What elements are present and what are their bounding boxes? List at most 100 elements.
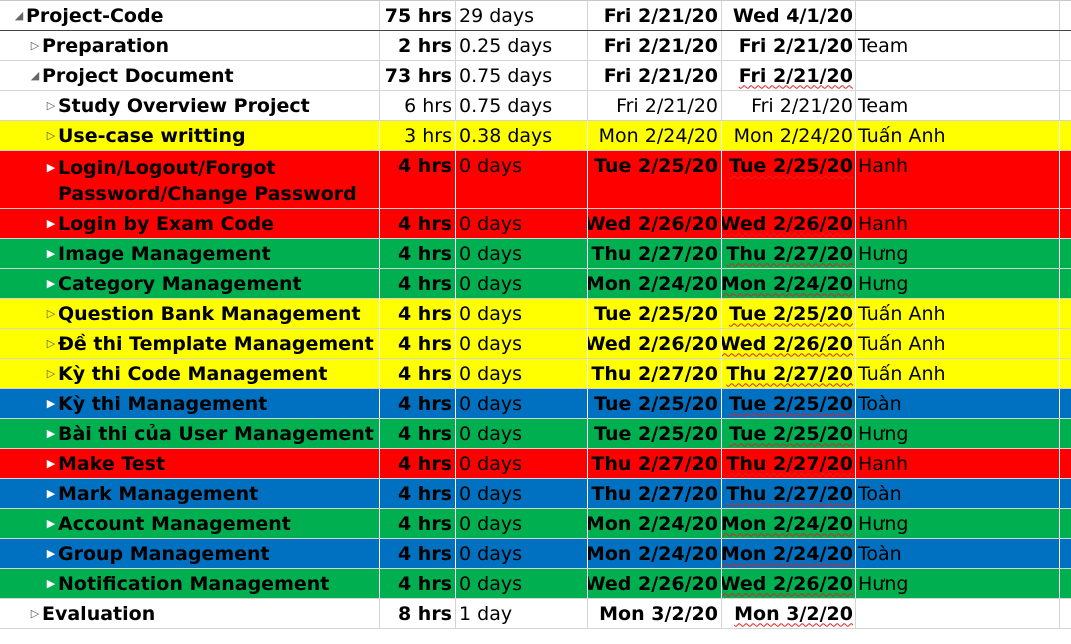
start-cell[interactable]: Mon 3/2/20 (588, 599, 722, 628)
work-cell[interactable]: 73 hrs (380, 61, 456, 90)
finish-cell[interactable]: Wed 2/26/20 (722, 209, 856, 238)
work-cell[interactable]: 4 hrs (380, 269, 456, 298)
task-row[interactable]: ▷ Preparation 2 hrs 0.25 days Fri 2/21/20 Fri… (0, 31, 1071, 61)
work-cell[interactable]: 4 hrs (380, 449, 456, 478)
task-name-cell[interactable]: ▷ Đề thi Template Management (0, 329, 380, 358)
finish-cell[interactable]: Mon 2/24/20 (722, 509, 856, 538)
task-row[interactable]: ▷ Question Bank Management 4 hrs 0 days Tue … (0, 299, 1071, 329)
start-cell[interactable]: Mon 2/24/20 (588, 269, 722, 298)
resource-cell[interactable]: Tuấn Anh (856, 121, 1060, 150)
start-cell[interactable]: Wed 2/26/20 (588, 329, 722, 358)
duration-cell[interactable]: 0 days (456, 479, 588, 508)
finish-cell[interactable]: Fri 2/21/20 (722, 61, 856, 90)
expand-triangle-icon[interactable]: ▶ (46, 576, 56, 590)
resource-cell[interactable]: Hưng (856, 239, 1060, 268)
work-cell[interactable]: 8 hrs (380, 599, 456, 628)
work-cell[interactable]: 4 hrs (380, 479, 456, 508)
expand-triangle-icon[interactable]: ▶ (46, 396, 56, 410)
start-cell[interactable]: Wed 2/26/20 (588, 209, 722, 238)
task-row[interactable]: ▶ Category Management 4 hrs 0 days Mon 2/24/… (0, 269, 1071, 299)
expand-triangle-icon[interactable]: ▷ (46, 336, 56, 350)
task-row[interactable]: ▶ Login/Logout/Forgot Password/Change Pas… (0, 151, 1071, 209)
finish-cell[interactable]: Tue 2/25/20 (722, 151, 856, 208)
task-name-cell[interactable]: ▷ Evaluation (0, 599, 380, 628)
task-row[interactable]: ◢ Project Document 73 hrs 0.75 days Fri 2/21… (0, 61, 1071, 91)
work-cell[interactable]: 4 hrs (380, 299, 456, 328)
start-cell[interactable]: Tue 2/25/20 (588, 151, 722, 208)
work-cell[interactable]: 4 hrs (380, 329, 456, 358)
task-name-cell[interactable]: ▶ Account Management (0, 509, 380, 538)
expand-triangle-icon[interactable]: ▶ (46, 246, 56, 260)
collapse-triangle-icon[interactable]: ◢ (30, 68, 40, 82)
duration-cell[interactable]: 0 days (456, 209, 588, 238)
duration-cell[interactable]: 0 days (456, 359, 588, 388)
duration-cell[interactable]: 0 days (456, 239, 588, 268)
expand-triangle-icon[interactable]: ▶ (46, 426, 56, 440)
duration-cell[interactable]: 0.75 days (456, 61, 588, 90)
start-cell[interactable]: Mon 2/24/20 (588, 121, 722, 150)
duration-cell[interactable]: 29 days (456, 1, 588, 30)
expand-triangle-icon[interactable]: ▷ (46, 306, 56, 320)
task-name-cell[interactable]: ▷ Preparation (0, 31, 380, 60)
task-row[interactable]: ▶ Login by Exam Code 4 hrs 0 days Wed 2/26/2… (0, 209, 1071, 239)
work-cell[interactable]: 4 hrs (380, 509, 456, 538)
resource-cell[interactable]: Hanh (856, 209, 1060, 238)
finish-cell[interactable]: Tue 2/25/20 (722, 419, 856, 448)
expand-triangle-icon[interactable]: ▶ (46, 456, 56, 470)
resource-cell[interactable]: Tuấn Anh (856, 359, 1060, 388)
resource-cell[interactable]: Toàn (856, 539, 1060, 568)
task-name-cell[interactable]: ▶ Bài thi của User Management (0, 419, 380, 448)
duration-cell[interactable]: 1 day (456, 599, 588, 628)
finish-cell[interactable]: Tue 2/25/20 (722, 299, 856, 328)
resource-cell[interactable]: Team (856, 31, 1060, 60)
task-name-cell[interactable]: ▶ Kỳ thi Management (0, 389, 380, 418)
resource-cell[interactable]: Hanh (856, 449, 1060, 478)
start-cell[interactable]: Thu 2/27/20 (588, 449, 722, 478)
duration-cell[interactable]: 0.38 days (456, 121, 588, 150)
duration-cell[interactable]: 0 days (456, 449, 588, 478)
task-name-cell[interactable]: ▶ Login/Logout/Forgot Password/Change Pas… (0, 151, 380, 208)
resource-cell[interactable]: Toàn (856, 479, 1060, 508)
duration-cell[interactable]: 0 days (456, 151, 588, 208)
task-row[interactable]: ▷ Study Overview Project 6 hrs 0.75 days Fri… (0, 91, 1071, 121)
work-cell[interactable]: 4 hrs (380, 239, 456, 268)
expand-triangle-icon[interactable]: ▶ (46, 546, 56, 560)
start-cell[interactable]: Fri 2/21/20 (588, 1, 722, 30)
expand-triangle-icon[interactable]: ▶ (46, 276, 56, 290)
resource-cell[interactable]: Hưng (856, 269, 1060, 298)
work-cell[interactable]: 4 hrs (380, 539, 456, 568)
work-cell[interactable]: 6 hrs (380, 91, 456, 120)
duration-cell[interactable]: 0 days (456, 539, 588, 568)
resource-cell[interactable]: Tuấn Anh (856, 299, 1060, 328)
task-row[interactable]: ▶ Kỳ thi Management 4 hrs 0 days Tue 2/25/20… (0, 389, 1071, 419)
work-cell[interactable]: 4 hrs (380, 359, 456, 388)
duration-cell[interactable]: 0 days (456, 329, 588, 358)
finish-cell[interactable]: Wed 2/26/20 (722, 569, 856, 598)
start-cell[interactable]: Mon 2/24/20 (588, 539, 722, 568)
expand-triangle-icon[interactable]: ▶ (46, 161, 56, 174)
task-row[interactable]: ▶ Image Management 4 hrs 0 days Thu 2/27/20 T… (0, 239, 1071, 269)
start-cell[interactable]: Fri 2/21/20 (588, 91, 722, 120)
work-cell[interactable]: 4 hrs (380, 419, 456, 448)
expand-triangle-icon[interactable]: ▷ (30, 38, 40, 52)
finish-cell[interactable]: Mon 3/2/20 (722, 599, 856, 628)
resource-cell[interactable]: Tuấn Anh (856, 329, 1060, 358)
duration-cell[interactable]: 0 days (456, 299, 588, 328)
finish-cell[interactable]: Tue 2/25/20 (722, 389, 856, 418)
start-cell[interactable]: Tue 2/25/20 (588, 299, 722, 328)
task-row[interactable]: ◢ Project-Code 75 hrs 29 days Fri 2/21/20 Wed… (0, 1, 1071, 31)
work-cell[interactable]: 2 hrs (380, 31, 456, 60)
work-cell[interactable]: 4 hrs (380, 389, 456, 418)
finish-cell[interactable]: Fri 2/21/20 (722, 31, 856, 60)
start-cell[interactable]: Fri 2/21/20 (588, 61, 722, 90)
resource-cell[interactable]: Hanh (856, 151, 1060, 208)
finish-cell[interactable]: Thu 2/27/20 (722, 479, 856, 508)
task-name-cell[interactable]: ▶ Category Management (0, 269, 380, 298)
work-cell[interactable]: 4 hrs (380, 209, 456, 238)
resource-cell[interactable] (856, 61, 1060, 90)
task-row[interactable]: ▶ Make Test 4 hrs 0 days Thu 2/27/20 Thu 2/27… (0, 449, 1071, 479)
duration-cell[interactable]: 0 days (456, 269, 588, 298)
duration-cell[interactable]: 0 days (456, 389, 588, 418)
expand-triangle-icon[interactable]: ▶ (46, 486, 56, 500)
finish-cell[interactable]: Thu 2/27/20 (722, 359, 856, 388)
